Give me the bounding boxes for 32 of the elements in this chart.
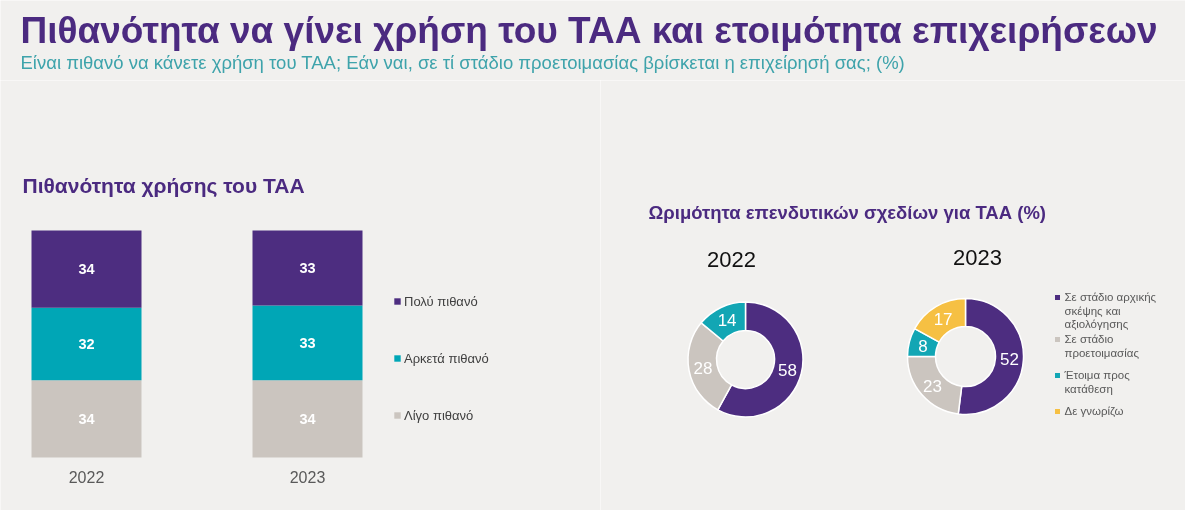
legend-label: Σε στάδιο προετοιμασίας bbox=[1064, 333, 1140, 359]
data-label: 28 bbox=[693, 358, 713, 378]
legend-label: Έτοιμα προς κατάθεση bbox=[1063, 369, 1131, 395]
legend-label: Σε στάδιο αρχικής σκέψης και αξιολόγησης bbox=[1064, 291, 1157, 331]
bar bbox=[252, 305, 363, 381]
data-label: 32 bbox=[78, 336, 95, 352]
bar bbox=[252, 230, 363, 306]
data-label: 34 bbox=[299, 410, 316, 427]
data-label: 52 bbox=[999, 350, 1019, 370]
text: Πιθανότητα να γίνει χρήση του ΤΑΑ και ετοιμότητα επιχειρήσεων bbox=[20, 10, 1158, 51]
data-label: 14 bbox=[717, 311, 737, 331]
bar bbox=[31, 380, 142, 458]
legend-label: Αρκετά πιθανό bbox=[404, 349, 489, 368]
data-label: 8 bbox=[918, 336, 928, 356]
chart-title: Ωριμότητα επενδυτικών σχεδίων για ΤΑΑ (%) bbox=[648, 202, 1046, 223]
bar bbox=[31, 307, 142, 381]
bar bbox=[31, 230, 142, 308]
data-label: 34 bbox=[78, 261, 95, 278]
data-label: 34 bbox=[78, 410, 95, 427]
text: Είναι πιθανό να κάνετε χρήση του ΤΑΑ; Εάν ναι, σε τί στάδιο προετοιμασίας βρίσκεται η επιχείρησή σας; (%) bbox=[20, 52, 905, 73]
bar bbox=[252, 380, 363, 458]
text: Πιθανότητα χρήσης του ΤΑΑ bbox=[22, 174, 305, 198]
data-label: 33 bbox=[299, 334, 316, 351]
data-label: 17 bbox=[933, 309, 953, 329]
legend-label: Πολύ πιθανό bbox=[404, 292, 478, 311]
data-label: 58 bbox=[777, 361, 797, 381]
legend-label: Λίγο πιθανό bbox=[404, 406, 474, 425]
legend-label: Δε γνωρίζω bbox=[1064, 405, 1124, 417]
slice-label: 2022 bbox=[707, 247, 756, 272]
data-label: 33 bbox=[299, 259, 316, 276]
slice-label: 2023 bbox=[953, 245, 1002, 270]
data-label: 23 bbox=[923, 376, 942, 396]
